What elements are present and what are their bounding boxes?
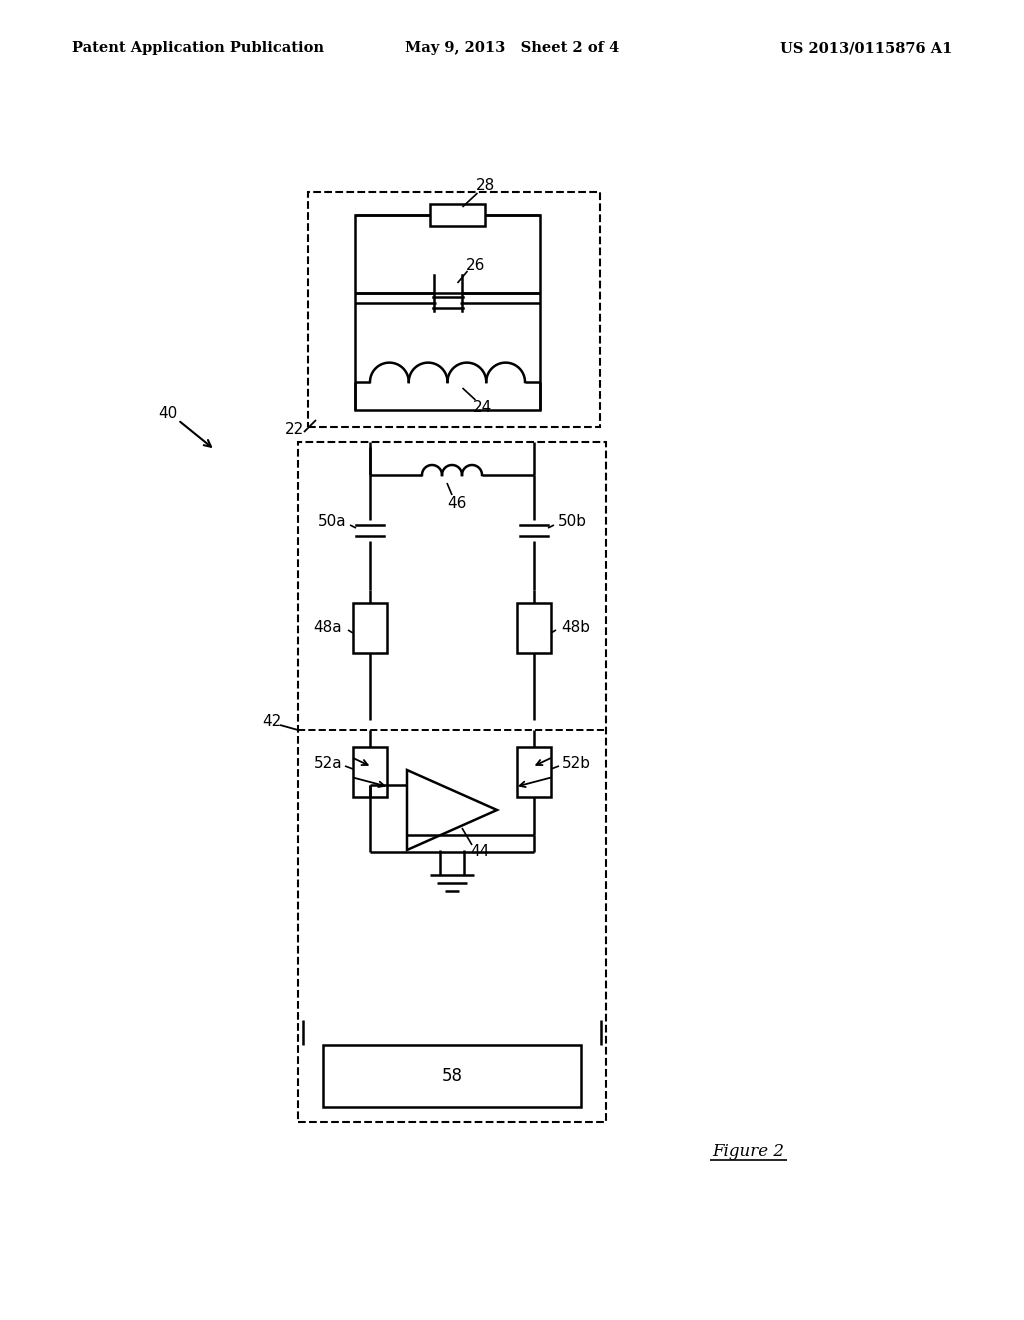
Text: 44: 44: [470, 845, 489, 859]
Text: 42: 42: [262, 714, 282, 730]
Text: 50a: 50a: [317, 515, 346, 529]
Bar: [517, 603, 551, 653]
Bar: [298, 442, 606, 1122]
Text: 48a: 48a: [313, 620, 342, 635]
Bar: [517, 747, 551, 797]
Bar: [353, 747, 387, 797]
Text: 26: 26: [466, 257, 485, 272]
Text: US 2013/0115876 A1: US 2013/0115876 A1: [779, 41, 952, 55]
Bar: [353, 603, 387, 653]
Text: 46: 46: [447, 495, 467, 511]
Text: Figure 2: Figure 2: [712, 1143, 784, 1160]
Text: 52b: 52b: [561, 756, 591, 771]
Text: 40: 40: [159, 407, 177, 421]
Text: Patent Application Publication: Patent Application Publication: [72, 41, 324, 55]
Bar: [430, 205, 485, 226]
Bar: [308, 191, 600, 426]
Text: 24: 24: [473, 400, 493, 414]
Bar: [355, 215, 540, 411]
Text: 22: 22: [286, 422, 304, 437]
Bar: [323, 1045, 581, 1107]
Text: 58: 58: [441, 1067, 463, 1085]
Text: 52a: 52a: [313, 756, 342, 771]
Text: 48b: 48b: [561, 620, 591, 635]
Text: 28: 28: [476, 177, 496, 193]
Text: 50b: 50b: [557, 515, 587, 529]
Text: May 9, 2013   Sheet 2 of 4: May 9, 2013 Sheet 2 of 4: [404, 41, 620, 55]
